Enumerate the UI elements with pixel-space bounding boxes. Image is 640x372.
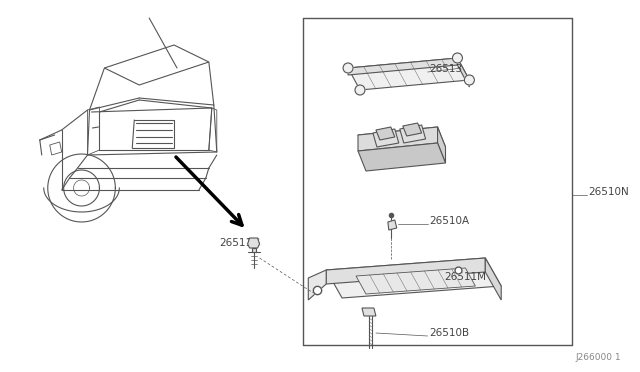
Polygon shape: [308, 270, 326, 300]
Polygon shape: [358, 127, 438, 151]
Polygon shape: [400, 125, 426, 143]
Polygon shape: [348, 58, 469, 90]
Text: 26510A: 26510A: [429, 216, 470, 226]
Polygon shape: [326, 258, 485, 284]
Text: 26510N: 26510N: [589, 187, 630, 197]
Text: 26513: 26513: [429, 64, 463, 74]
Polygon shape: [458, 58, 469, 87]
Polygon shape: [376, 127, 395, 140]
Circle shape: [465, 75, 474, 85]
Polygon shape: [438, 127, 445, 163]
Polygon shape: [348, 58, 458, 75]
Circle shape: [343, 63, 353, 73]
Text: 26510B: 26510B: [429, 328, 470, 338]
Text: 26511G: 26511G: [219, 238, 260, 248]
Polygon shape: [485, 258, 501, 300]
Polygon shape: [326, 258, 501, 298]
Polygon shape: [248, 238, 260, 248]
Polygon shape: [373, 129, 399, 147]
Polygon shape: [358, 143, 445, 171]
Polygon shape: [362, 308, 376, 316]
Circle shape: [452, 53, 463, 63]
Text: J266000 1: J266000 1: [576, 353, 621, 362]
Polygon shape: [403, 123, 422, 136]
Polygon shape: [358, 127, 445, 155]
Polygon shape: [388, 220, 397, 230]
Polygon shape: [356, 268, 476, 294]
Polygon shape: [252, 248, 255, 252]
Text: 26511M: 26511M: [445, 272, 486, 282]
Circle shape: [355, 85, 365, 95]
